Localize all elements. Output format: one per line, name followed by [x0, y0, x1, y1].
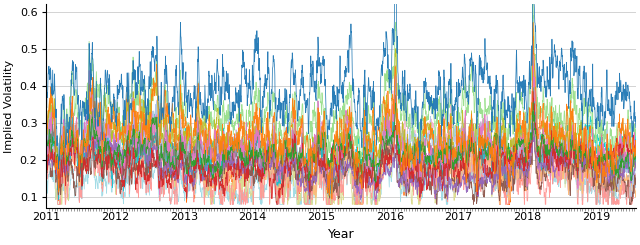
X-axis label: Year: Year: [328, 228, 355, 241]
Y-axis label: Implied Volatility: Implied Volatility: [4, 60, 14, 153]
